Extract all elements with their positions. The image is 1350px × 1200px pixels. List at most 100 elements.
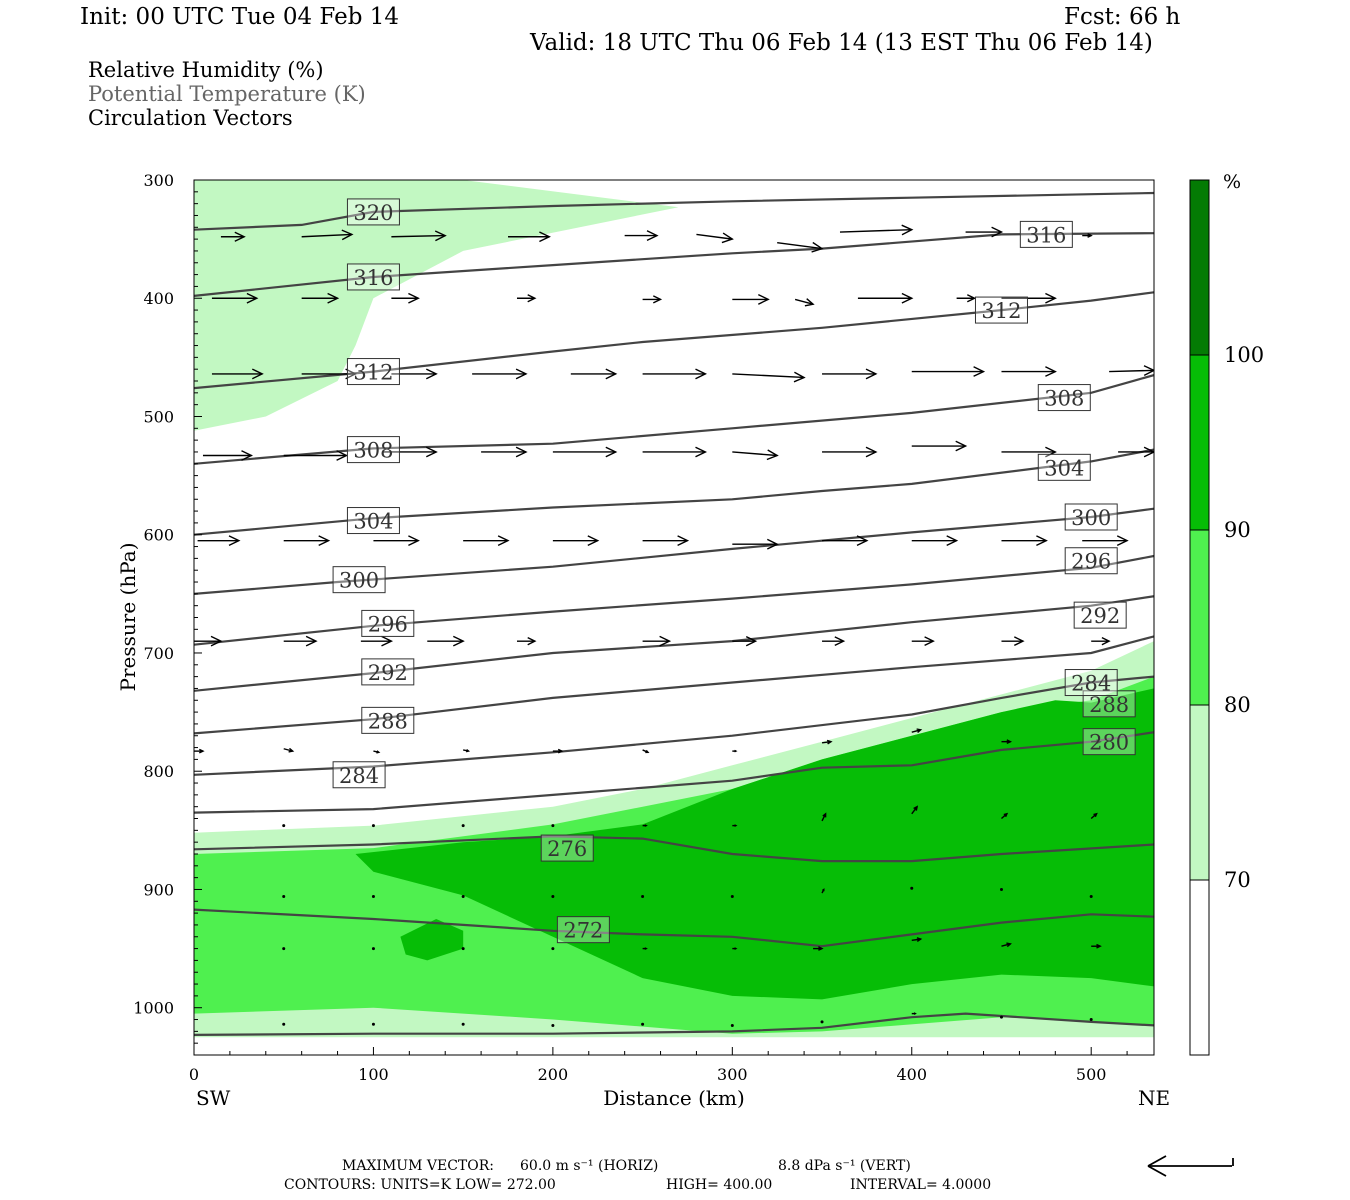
circulation-vector-7 — [839, 224, 914, 236]
y-tick-label-300: 300 — [143, 171, 174, 190]
theta-label-280-0: 280 — [1082, 728, 1136, 756]
theta-contour-284 — [194, 675, 1154, 776]
x-tick-label-400: 400 — [896, 1065, 927, 1084]
circulation-vector-54 — [283, 635, 318, 647]
y-tick-label-900: 900 — [143, 880, 174, 899]
circulation-vector-88 — [551, 895, 555, 899]
x-axis-label: Distance (km) — [603, 1086, 745, 1110]
theta-contour-layer — [194, 191, 1154, 1036]
max-vector-vert: 8.8 dPa s⁻¹ (VERT) — [778, 1158, 911, 1174]
theta-label-text-272-0: 272 — [563, 919, 603, 943]
circulation-vector-25 — [642, 368, 708, 380]
theta-label-text-276-0: 276 — [547, 837, 587, 861]
circulation-vector-107 — [461, 1022, 465, 1026]
colorbar-swatch-4 — [1189, 879, 1210, 1056]
circulation-vector-77 — [461, 824, 465, 828]
theta-label-292-1: 292 — [1073, 601, 1127, 629]
theta-label-272-0: 272 — [556, 916, 610, 944]
circulation-vector-110 — [730, 1023, 734, 1027]
circulation-vector-20 — [211, 368, 264, 380]
circulation-vector-42 — [197, 535, 241, 547]
circulation-vector-64 — [194, 748, 205, 754]
circulation-vector-9 — [1082, 233, 1093, 238]
circulation-vector-49 — [822, 535, 869, 547]
circulation-vector-91 — [821, 888, 825, 894]
theta-label-300-0: 300 — [332, 566, 386, 594]
theta-label-296-1: 296 — [1064, 547, 1118, 575]
theta-contour-surface — [194, 1012, 1154, 1036]
y-axis-label: Pressure (hPa) — [116, 543, 140, 692]
circulation-vector-96 — [371, 947, 375, 951]
theta-contour-304 — [194, 448, 1154, 536]
theta-label-text-300-1: 300 — [1071, 506, 1111, 530]
circulation-vector-34 — [481, 446, 528, 458]
theta-contour-300 — [194, 507, 1154, 595]
vector-layer — [194, 224, 1154, 1027]
circulation-vector-84 — [1090, 812, 1098, 820]
circulation-vector-19 — [1001, 292, 1057, 304]
legend-potential-temperature: Potential Temperature (K) — [88, 82, 366, 106]
circulation-vector-94 — [1089, 895, 1093, 899]
circulation-vector-63 — [1091, 636, 1111, 646]
theta-label-text-288-0: 288 — [368, 709, 408, 733]
circulation-vector-95 — [282, 947, 286, 951]
circulation-vector-5 — [696, 232, 734, 244]
theta-label-text-296-1: 296 — [1071, 550, 1111, 574]
circulation-vector-39 — [911, 440, 968, 452]
theta-label-text-316-0: 316 — [353, 266, 393, 290]
circulation-vector-36 — [642, 446, 708, 458]
circulation-vector-67 — [463, 749, 471, 753]
x-right-end-label: NE — [1138, 1086, 1170, 1110]
circulation-vector-101 — [813, 946, 824, 951]
circulation-vector-4 — [624, 230, 659, 242]
max-vector-horiz: 60.0 m s⁻¹ (HORIZ) — [520, 1158, 659, 1174]
circulation-vector-73 — [1001, 739, 1013, 745]
circulation-vector-93 — [999, 887, 1003, 891]
contour-label-layer: 320 316 316 312 312 308 308 304 304 300 300 296 296 2… — [332, 198, 1136, 944]
axes-layer: 300 400 500 600 700 800 900 1000 0 100 200 300 400 50… — [133, 171, 1128, 1084]
y-tick-label-500: 500 — [143, 407, 174, 426]
colorbar-level-100: 100 — [1224, 343, 1264, 367]
circulation-vector-62 — [1001, 636, 1025, 647]
circulation-vector-70 — [732, 749, 738, 753]
theta-label-text-284-0: 284 — [339, 764, 379, 788]
theta-label-text-304-0: 304 — [353, 510, 393, 534]
circulation-vector-38 — [822, 446, 878, 458]
circulation-vector-41 — [1118, 446, 1154, 458]
theta-label-text-284-1: 284 — [1071, 672, 1111, 696]
theta-label-text-320-0: 320 — [353, 201, 393, 225]
contours-info: CONTOURS: UNITS=K LOW= 272.00 — [284, 1177, 556, 1193]
circulation-vector-105 — [282, 1022, 286, 1026]
y-tick-label-800: 800 — [143, 762, 174, 781]
circulation-vector-83 — [1001, 812, 1009, 820]
circulation-vector-52 — [1082, 535, 1129, 547]
theta-label-304-0: 304 — [346, 507, 400, 535]
theta-label-text-308-1: 308 — [1044, 387, 1084, 411]
circulation-vector-65 — [283, 747, 295, 753]
circulation-vector-16 — [794, 298, 815, 307]
theta-label-text-312-0: 312 — [353, 361, 393, 385]
circulation-vector-79 — [642, 824, 648, 827]
theta-contour-276 — [194, 835, 1154, 863]
circulation-vector-37 — [732, 449, 779, 461]
x-tick-label-300: 300 — [717, 1065, 748, 1084]
circulation-vector-31 — [202, 450, 254, 461]
circulation-vector-11 — [301, 292, 340, 304]
theta-contour-316 — [194, 232, 1154, 297]
colorbar-level-80: 80 — [1224, 693, 1251, 717]
circulation-vector-112 — [911, 1012, 917, 1015]
circulation-vector-90 — [730, 895, 734, 899]
theta-label-284-1: 284 — [1064, 669, 1118, 697]
theta-contour-312 — [194, 291, 1154, 390]
theta-label-296-0: 296 — [361, 609, 415, 637]
circulation-vector-40 — [1001, 446, 1057, 458]
circulation-vector-86 — [371, 895, 375, 899]
theta-contour-272 — [194, 908, 1154, 948]
circulation-vector-26 — [732, 371, 806, 383]
reference-vector-arrow — [1147, 1155, 1234, 1177]
circulation-vector-12 — [391, 292, 420, 304]
circulation-vector-87 — [461, 895, 465, 899]
colorbar-swatch-0 — [1189, 179, 1210, 356]
circulation-vector-15 — [732, 293, 770, 305]
circulation-vector-21 — [301, 368, 358, 380]
